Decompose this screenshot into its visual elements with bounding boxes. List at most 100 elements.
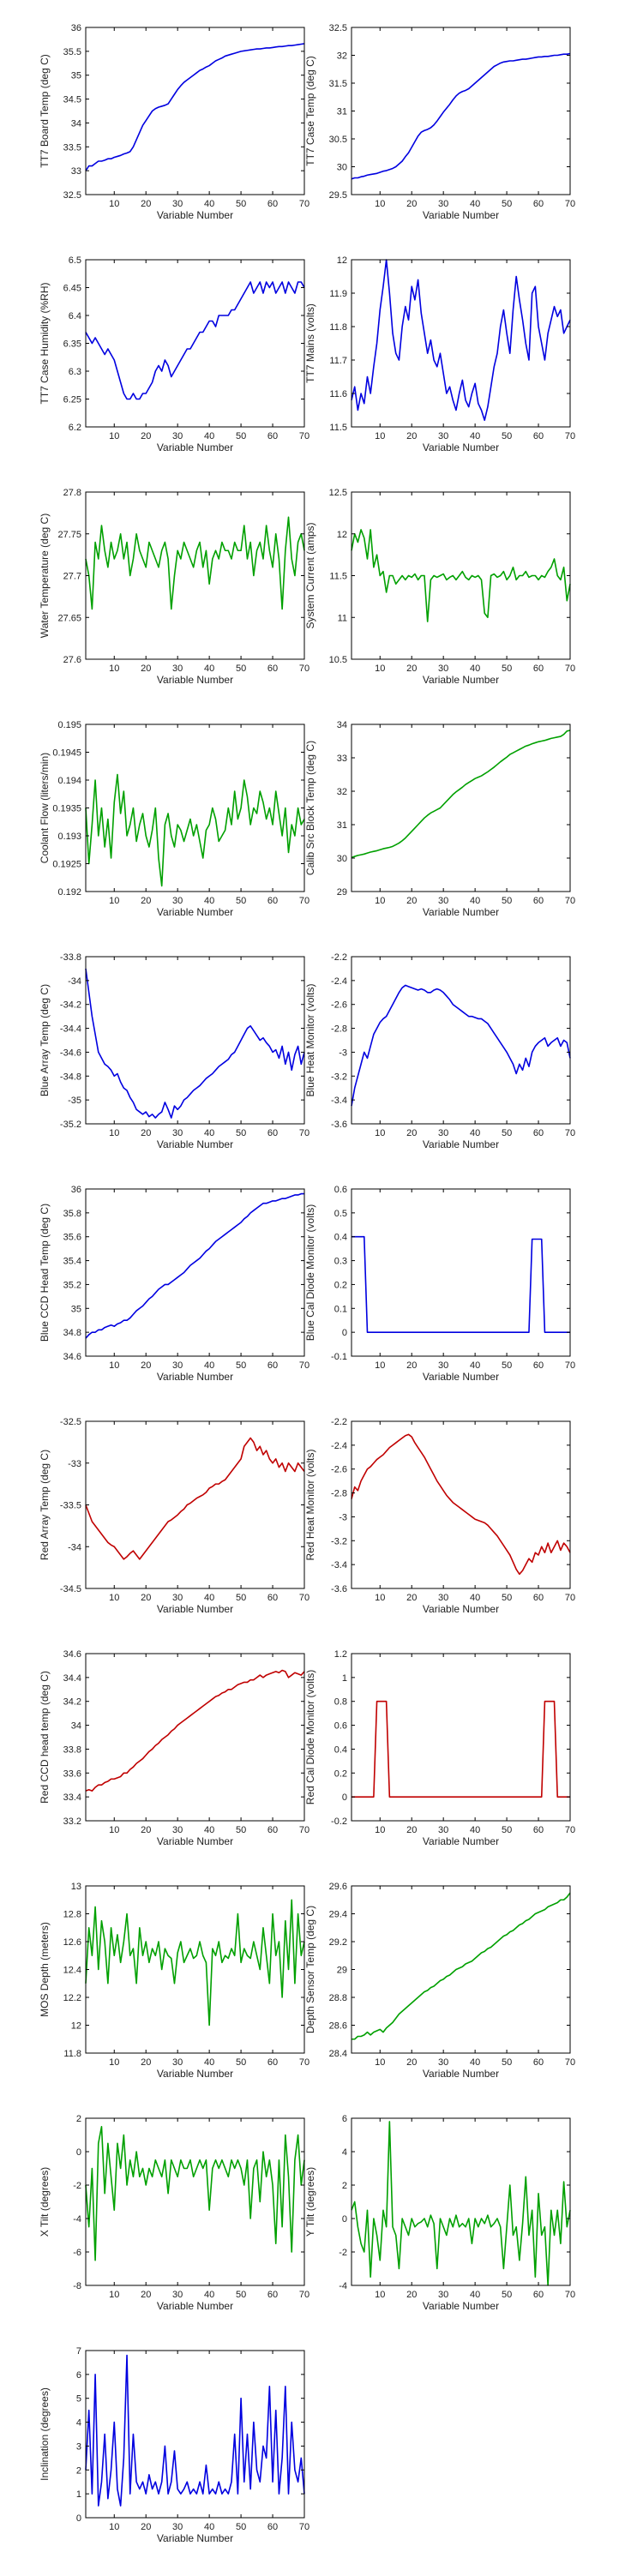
x-tick-label: 20 <box>141 2057 151 2068</box>
y-tick-label: -2.2 <box>331 1417 347 1427</box>
x-tick-label: 40 <box>470 199 480 209</box>
y-tick-label: 0.2 <box>334 1280 347 1290</box>
chart-panel: 6.2 6.25 6.3 6.35 6.4 6.45 6.5 10 20 30 40 50 60 70 Va… <box>39 255 309 453</box>
x-tick-label: 30 <box>172 1360 183 1371</box>
series-line <box>85 1899 305 2027</box>
y-tick-label: 12.5 <box>329 488 347 498</box>
x-tick-label: 10 <box>375 1825 385 1835</box>
y-tick-label: -3.6 <box>331 1584 347 1594</box>
y-tick-label: 32.5 <box>63 190 81 201</box>
axes-frame <box>85 956 305 1125</box>
y-tick-label: 5 <box>76 2394 81 2405</box>
y-axis-label: Blue CCD Head Temp (deg C) <box>39 1204 51 1342</box>
x-axis-label: Variable Number <box>157 2068 233 2080</box>
x-tick-label: 70 <box>565 1825 575 1835</box>
y-tick-label: 11.9 <box>329 289 347 299</box>
y-tick-label: 2 <box>76 2114 81 2124</box>
y-tick-label: 6.3 <box>69 367 81 377</box>
y-tick-label: 12.6 <box>63 1937 81 1948</box>
x-tick-label: 50 <box>502 664 512 674</box>
x-tick-label: 30 <box>438 2057 448 2068</box>
x-axis-label: Variable Number <box>423 1835 499 1847</box>
y-tick-label: 6.25 <box>63 395 81 405</box>
y-tick-label: 34.5 <box>63 95 81 105</box>
axes-frame <box>85 1420 305 1589</box>
x-tick-label: 60 <box>267 1360 278 1371</box>
y-axis-label: Blue Heat Monitor (volts) <box>304 983 316 1096</box>
x-tick-label: 60 <box>267 1825 278 1835</box>
x-tick-label: 30 <box>438 2290 448 2300</box>
x-tick-label: 60 <box>533 896 544 906</box>
x-tick-label: 10 <box>375 1360 385 1371</box>
series-line <box>351 259 571 422</box>
x-axis-label: Variable Number <box>423 2300 499 2312</box>
x-tick-label: 40 <box>204 431 214 441</box>
x-tick-label: 70 <box>299 2057 309 2068</box>
series-line <box>352 1235 570 1333</box>
x-tick-label: 10 <box>375 1593 385 1603</box>
x-tick-label: 10 <box>375 431 385 441</box>
y-tick-label: 35 <box>71 1304 81 1314</box>
series-line <box>85 43 305 171</box>
x-tick-label: 50 <box>236 1593 246 1603</box>
y-tick-label: 30.5 <box>329 135 347 145</box>
y-tick-label: 31 <box>337 107 347 117</box>
series-line <box>352 1892 571 2040</box>
x-tick-label: 70 <box>299 2522 309 2532</box>
series-line <box>85 281 305 400</box>
x-tick-label: 10 <box>109 431 119 441</box>
y-tick-label: 34 <box>71 118 81 129</box>
y-axis-label: Water Temperature (deg C) <box>39 513 51 638</box>
y-tick-label: 12.2 <box>63 1993 81 2003</box>
x-tick-label: 60 <box>533 1825 544 1835</box>
x-tick-label: 60 <box>533 1593 544 1603</box>
series-line <box>85 2354 305 2507</box>
chart-panel: -0.2 0 0.2 0.4 0.6 0.8 1 1.2 10 20 30 40 50 60 70 Varia… <box>304 1649 575 1847</box>
y-tick-label: 1.2 <box>334 1649 347 1660</box>
y-tick-label: 28.6 <box>329 2021 347 2032</box>
x-tick-label: 50 <box>502 431 512 441</box>
chart-panel: -0.1 0 0.1 0.2 0.3 0.4 0.5 0.6 10 20 30 40 50 60 70 Var… <box>304 1185 575 1383</box>
y-tick-label: -2.6 <box>331 1465 347 1475</box>
y-tick-label: 0.194 <box>57 776 81 786</box>
x-tick-label: 10 <box>109 896 119 906</box>
y-tick-label: 12 <box>337 255 347 266</box>
y-tick-label: 6.4 <box>69 311 81 321</box>
y-tick-label: 35.6 <box>63 1233 81 1243</box>
y-axis-label: MOS Depth (meters) <box>39 1922 51 2017</box>
y-tick-label: -4 <box>339 2281 347 2291</box>
x-tick-label: 40 <box>470 431 480 441</box>
x-tick-label: 20 <box>141 199 151 209</box>
y-tick-label: 31 <box>337 820 347 831</box>
y-tick-label: 0.8 <box>334 1697 347 1708</box>
y-tick-label: -34.8 <box>60 1072 81 1082</box>
series-line <box>85 773 305 887</box>
x-tick-label: 60 <box>267 199 278 209</box>
y-tick-label: 11.7 <box>329 356 347 366</box>
y-tick-label: 1 <box>342 1673 347 1684</box>
x-tick-label: 10 <box>109 2522 119 2532</box>
series-line <box>351 984 571 1107</box>
series-line <box>85 516 305 610</box>
x-tick-label: 50 <box>236 1825 246 1835</box>
axes-frame <box>351 956 571 1125</box>
chart-panel: -3.6 -3.4 -3.2 -3 -2.8 -2.6 -2.4 -2.2 10 20 30 40 50… <box>304 952 575 1150</box>
axes-frame <box>351 1188 571 1357</box>
x-tick-label: 30 <box>172 1593 183 1603</box>
x-tick-label: 70 <box>299 1825 309 1835</box>
chart-panel: 10.5 11 11.5 12 12.5 10 20 30 40 50 60 70 Variable N… <box>304 488 575 686</box>
y-tick-label: 6.2 <box>69 423 81 433</box>
axes-frame <box>85 2117 305 2286</box>
chart-panel: 0 1 2 3 4 5 6 7 10 20 30 40 50 60 70 Variable Number Inc… <box>39 2346 309 2544</box>
chart-panel: -8 -6 -4 -2 0 2 10 20 30 40 50 60 70 Variable Number X… <box>39 2114 309 2312</box>
y-tick-label: 12 <box>71 2021 81 2032</box>
x-tick-label: 30 <box>172 431 183 441</box>
y-tick-label: -34.2 <box>60 1000 81 1011</box>
y-tick-label: -8 <box>73 2281 81 2291</box>
x-tick-label: 30 <box>438 1360 448 1371</box>
series-line <box>351 52 571 180</box>
y-tick-label: 29.6 <box>329 1882 347 1892</box>
x-tick-label: 60 <box>533 1128 544 1138</box>
y-tick-label: 0.6 <box>334 1185 347 1195</box>
